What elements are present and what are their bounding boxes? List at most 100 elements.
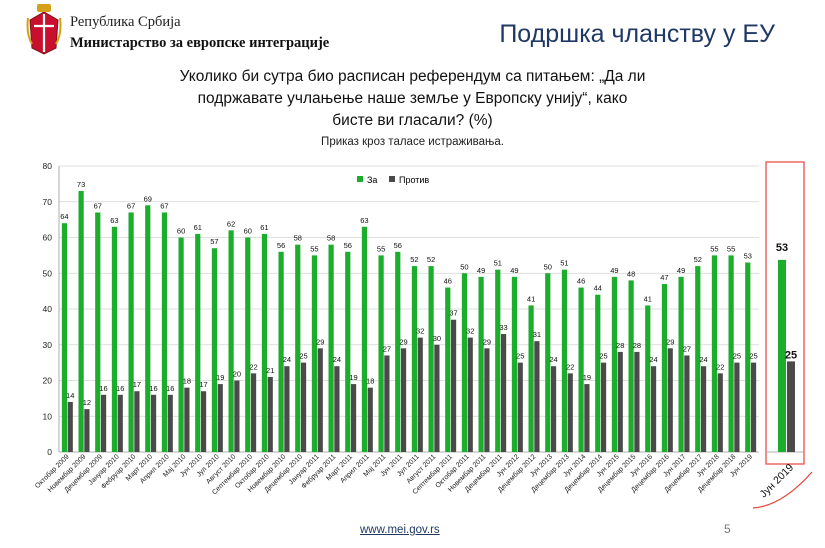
bar-for: [628, 280, 634, 452]
data-label-against: 16: [116, 384, 124, 393]
y-tick-label: 30: [43, 340, 53, 350]
highlight-underline: [752, 471, 813, 509]
bar-series: [61, 191, 757, 452]
footer-url-link[interactable]: www.mei.gov.rs: [360, 524, 440, 536]
data-label-against: 29: [316, 337, 324, 346]
bar-against: [367, 387, 373, 452]
data-label-against: 19: [349, 373, 357, 382]
data-label-for: 46: [444, 277, 452, 286]
bar-against: [734, 362, 740, 452]
bar-against: [550, 366, 557, 452]
bar-against: [434, 344, 440, 452]
data-label-against: 29: [399, 337, 407, 346]
data-label-against: 16: [149, 384, 157, 393]
highlight-label-against: 25: [785, 349, 797, 361]
bar-for: [378, 255, 384, 452]
bar-for: [528, 305, 534, 452]
y-tick-label: 10: [43, 411, 53, 421]
bar-for: [195, 233, 201, 452]
highlight-bar-against: [787, 361, 795, 452]
bar-for: [261, 233, 268, 452]
bar-against: [700, 366, 707, 452]
bar-against: [250, 373, 257, 452]
bar-for: [478, 276, 484, 452]
data-label-for: 46: [577, 277, 585, 286]
data-label-for: 51: [494, 259, 502, 268]
data-label-for: 51: [560, 259, 568, 268]
bar-against: [517, 362, 523, 452]
bar-for: [345, 251, 351, 452]
bar-for: [678, 276, 684, 452]
data-label-for: 69: [144, 194, 152, 203]
data-label-for: 49: [610, 266, 618, 275]
bar-against: [217, 384, 223, 452]
bar-against: [234, 380, 240, 452]
bar-for: [578, 287, 584, 452]
data-label-against: 22: [566, 362, 574, 371]
bar-against: [584, 384, 590, 452]
bar-against: [667, 348, 673, 452]
republic-name: Република Србија: [70, 14, 181, 30]
data-label-for: 47: [660, 273, 668, 282]
data-label-for: 64: [60, 212, 68, 221]
data-label-for: 55: [710, 244, 718, 253]
serbian-coat-of-arms-icon: [26, 4, 62, 55]
data-label-against: 24: [333, 355, 341, 364]
bar-for: [645, 305, 651, 452]
legend-label-for: За: [367, 175, 377, 185]
data-label-against: 24: [649, 355, 657, 364]
bar-for: [228, 230, 234, 452]
bar-against: [84, 409, 90, 452]
data-label-against: 25: [299, 352, 307, 361]
bar-against: [467, 337, 473, 452]
bar-against: [650, 366, 657, 452]
data-label-for: 44: [594, 284, 602, 293]
bar-for: [328, 244, 334, 452]
bar-against: [284, 366, 290, 452]
bar-against: [450, 319, 457, 452]
bar-for: [95, 212, 101, 452]
bar-for: [128, 212, 134, 452]
support-bar-chart: 0 10 20 30 40 50 60 70 80 64 14 73 12 67 16 63 16 67 17 69…: [33, 161, 813, 509]
chart-subtitle: Приказ кроз таласе истраживања.: [321, 136, 504, 148]
bar-against: [384, 355, 390, 452]
data-label-against: 31: [533, 330, 541, 339]
data-label-against: 27: [683, 344, 691, 353]
data-label-for: 41: [644, 294, 652, 303]
legend-swatch-against: [389, 176, 395, 182]
data-label-for: 41: [527, 294, 535, 303]
data-label-against: 33: [499, 323, 507, 332]
y-axis: 0 10 20 30 40 50 60 70 80: [43, 161, 60, 457]
data-label-against: 16: [99, 384, 107, 393]
y-tick-label: 40: [43, 304, 53, 314]
bar-for: [428, 266, 434, 452]
bar-for: [145, 205, 151, 452]
data-label-for: 56: [394, 241, 402, 250]
data-label-against: 37: [449, 309, 457, 318]
data-label-for: 55: [377, 244, 385, 253]
bar-against: [117, 394, 123, 452]
bar-against: [567, 373, 573, 452]
bar-for: [695, 266, 701, 452]
y-tick-label: 70: [43, 197, 53, 207]
data-label-for: 60: [244, 227, 252, 236]
bar-against: [750, 362, 757, 452]
bar-for: [711, 255, 718, 452]
bar-against: [200, 391, 207, 452]
data-label-for: 67: [160, 201, 168, 210]
data-label-for: 60: [177, 227, 185, 236]
bar-for: [661, 283, 668, 452]
data-label-for: 63: [110, 216, 118, 225]
bar-for: [278, 251, 284, 452]
bar-for: [561, 269, 568, 452]
data-label-against: 14: [66, 391, 74, 400]
bar-against: [184, 387, 190, 452]
bar-for: [445, 287, 451, 452]
data-label-for: 50: [460, 262, 468, 271]
data-label-against: 25: [749, 352, 757, 361]
bar-against: [167, 394, 173, 452]
bar-for: [111, 226, 118, 452]
y-tick-label: 50: [43, 268, 53, 278]
data-label-against: 19: [583, 373, 591, 382]
bar-against: [300, 362, 307, 452]
